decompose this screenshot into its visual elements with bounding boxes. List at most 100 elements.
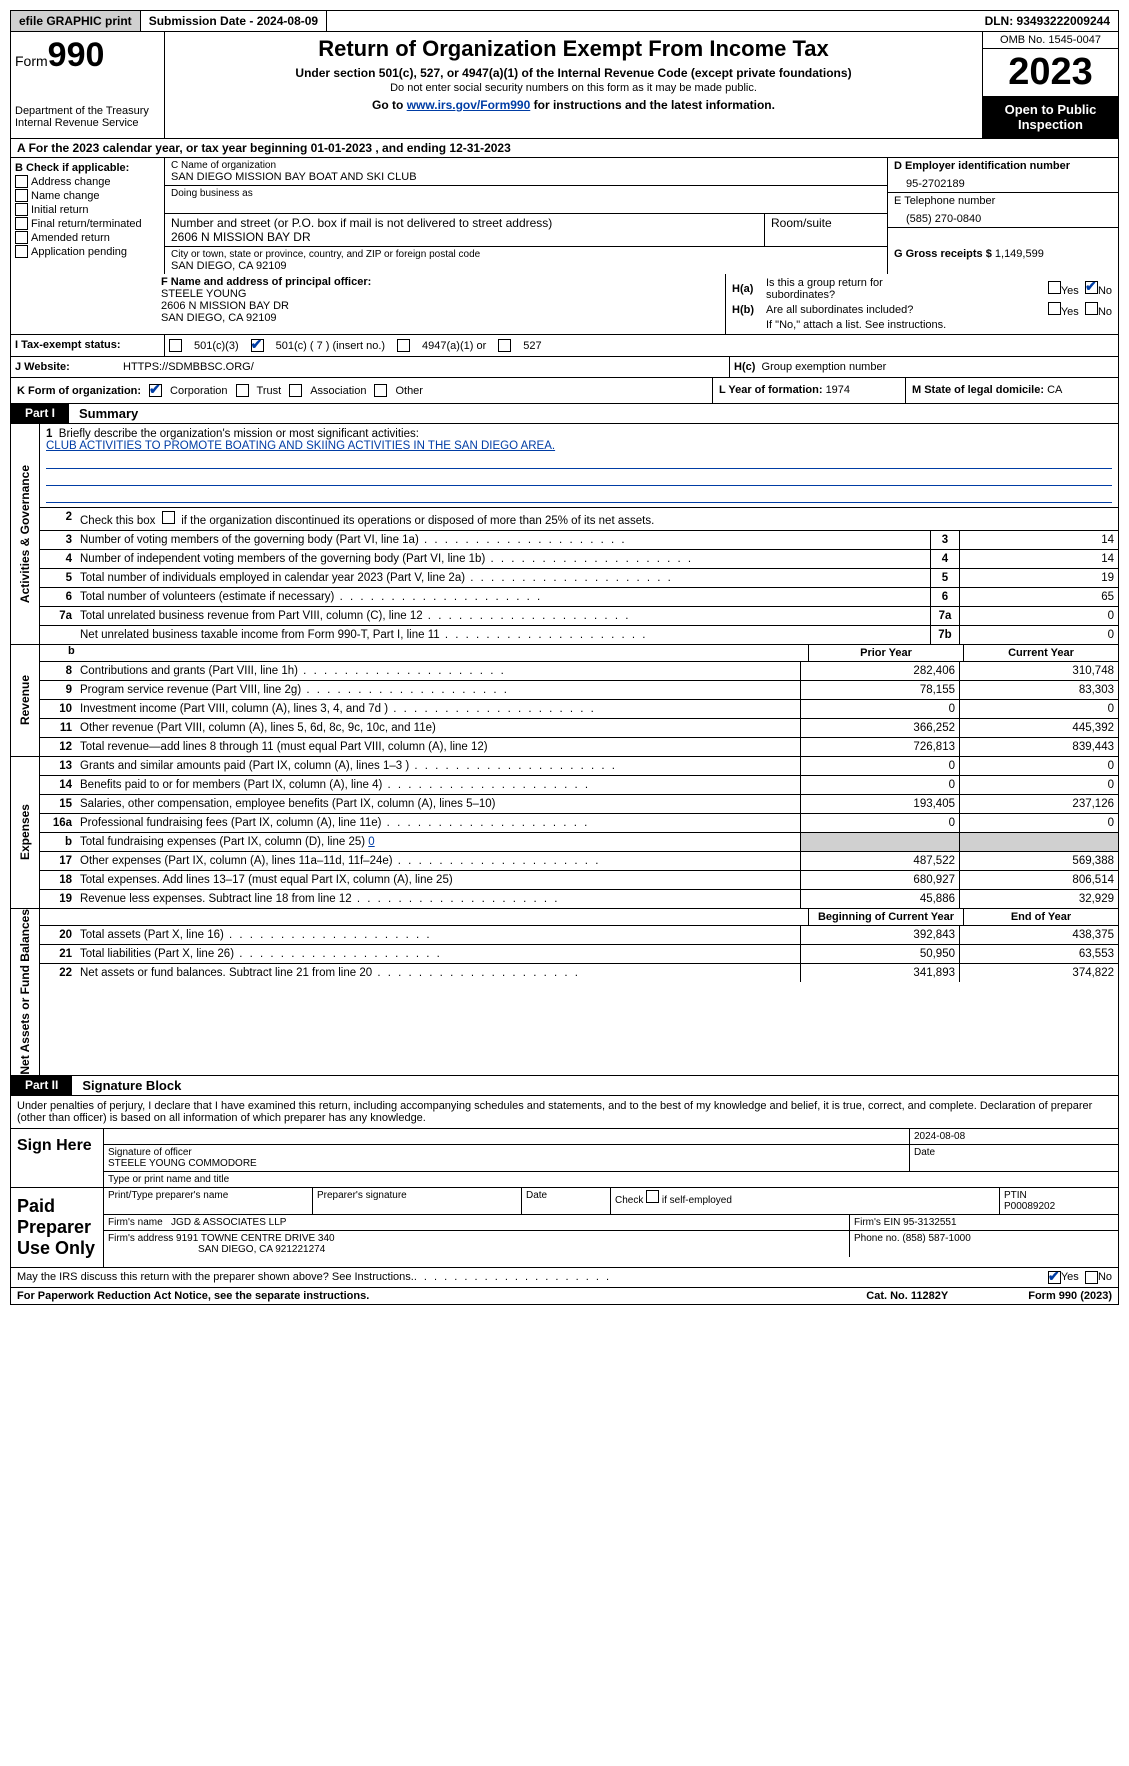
ha-yes: Yes xyxy=(1061,285,1079,297)
val-14p: 0 xyxy=(800,776,959,794)
firm-addr2: SAN DIEGO, CA 921221274 xyxy=(108,1244,325,1255)
line-9: Program service revenue (Part VIII, line… xyxy=(76,681,800,699)
checkbox-amended[interactable] xyxy=(15,231,28,244)
checkbox-trust[interactable] xyxy=(236,384,249,397)
ha-label: H(a) xyxy=(732,283,766,295)
row-f-h: F Name and address of principal officer:… xyxy=(10,274,1119,335)
checkbox-initial-return[interactable] xyxy=(15,203,28,216)
tel-value: (585) 270-0840 xyxy=(894,207,1112,225)
column-d: D Employer identification number 95-2702… xyxy=(887,158,1118,274)
firm-ein: 95-3132551 xyxy=(903,1217,956,1228)
val-16ap: 0 xyxy=(800,814,959,832)
ptin-value: P00089202 xyxy=(1004,1201,1114,1212)
checkbox-discuss-yes[interactable] xyxy=(1048,1271,1061,1284)
val-21c: 63,553 xyxy=(959,945,1118,963)
dept-treasury: Department of the Treasury xyxy=(15,105,160,117)
val-5: 19 xyxy=(959,569,1118,587)
line-21: Total liabilities (Part X, line 26) xyxy=(76,945,800,963)
ha-question: Is this a group return for subordinates? xyxy=(766,277,946,301)
val-18p: 680,927 xyxy=(800,871,959,889)
efile-print-button[interactable]: efile GRAPHIC print xyxy=(11,11,141,31)
row-i-tax-status: I Tax-exempt status: 501(c)(3) 501(c) ( … xyxy=(10,335,1119,357)
checkbox-other[interactable] xyxy=(374,384,387,397)
firm-name-label: Firm's name xyxy=(108,1217,165,1228)
val-11c: 445,392 xyxy=(959,719,1118,737)
checkbox-527[interactable] xyxy=(498,339,511,352)
checkbox-hb-no[interactable] xyxy=(1085,302,1098,315)
open-inspection: Open to Public Inspection xyxy=(983,96,1118,138)
checkbox-name-change[interactable] xyxy=(15,189,28,202)
submission-date: Submission Date - 2024-08-09 xyxy=(141,11,327,31)
page-footer: For Paperwork Reduction Act Notice, see … xyxy=(10,1288,1119,1305)
val-12p: 726,813 xyxy=(800,738,959,756)
label-address-change: Address change xyxy=(31,176,111,188)
label-501c3: 501(c)(3) xyxy=(194,340,239,352)
checkbox-ha-no[interactable] xyxy=(1085,281,1098,294)
tax-year: 2023 xyxy=(983,49,1118,96)
checkbox-4947[interactable] xyxy=(397,339,410,352)
val-14c: 0 xyxy=(959,776,1118,794)
header-left: Form990 Department of the Treasury Inter… xyxy=(11,32,165,138)
label-4947: 4947(a)(1) or xyxy=(422,340,486,352)
vtab-revenue: Revenue xyxy=(11,645,40,756)
line-14: Benefits paid to or for members (Part IX… xyxy=(76,776,800,794)
irs-link[interactable]: www.irs.gov/Form990 xyxy=(407,98,531,112)
checkbox-ha-yes[interactable] xyxy=(1048,281,1061,294)
col-begin: Beginning of Current Year xyxy=(808,909,963,926)
label-corp: Corporation xyxy=(170,385,227,397)
checkbox-corp[interactable] xyxy=(149,384,162,397)
line-1-mission: 1 Briefly describe the organization's mi… xyxy=(40,424,1118,508)
checkbox-501c3[interactable] xyxy=(169,339,182,352)
part-2-header: Part II Signature Block xyxy=(10,1076,1119,1096)
goto-post: for instructions and the latest informat… xyxy=(530,98,775,112)
line-15: Salaries, other compensation, employee b… xyxy=(76,795,800,813)
firm-name: JGD & ASSOCIATES LLP xyxy=(171,1217,286,1228)
line-22: Net assets or fund balances. Subtract li… xyxy=(76,964,800,982)
line-13: Grants and similar amounts paid (Part IX… xyxy=(76,757,800,775)
val-3: 14 xyxy=(959,531,1118,549)
val-20c: 438,375 xyxy=(959,926,1118,944)
line-18: Total expenses. Add lines 13–17 (must eq… xyxy=(76,871,800,889)
row-k-l-m: K Form of organization: Corporation Trus… xyxy=(10,378,1119,404)
phone-label: Phone no. xyxy=(854,1233,902,1244)
hb-label: H(b) xyxy=(732,304,766,316)
header-middle: Return of Organization Exempt From Incom… xyxy=(165,32,982,138)
year-formation: 1974 xyxy=(826,384,850,396)
line-4: Number of independent voting members of … xyxy=(76,550,930,568)
label-app-pending: Application pending xyxy=(31,246,127,258)
column-b: B Check if applicable: Address change Na… xyxy=(11,158,165,274)
val-10p: 0 xyxy=(800,700,959,718)
checkbox-address-change[interactable] xyxy=(15,175,28,188)
part-1-tab: Part I xyxy=(11,404,69,423)
checkbox-line2[interactable] xyxy=(162,511,175,524)
checkbox-discuss-no[interactable] xyxy=(1085,1271,1098,1284)
column-c: C Name of organization SAN DIEGO MISSION… xyxy=(165,158,887,274)
col-curr: Current Year xyxy=(963,645,1118,662)
domicile-label: M State of legal domicile: xyxy=(912,384,1047,396)
part-2-title: Signature Block xyxy=(72,1076,191,1095)
checkbox-assoc[interactable] xyxy=(289,384,302,397)
checkbox-self-employed[interactable] xyxy=(646,1190,659,1203)
cat-no: Cat. No. 11282Y xyxy=(866,1290,948,1302)
gross-label: G Gross receipts $ xyxy=(894,248,995,260)
val-15c: 237,126 xyxy=(959,795,1118,813)
discuss-no: No xyxy=(1098,1271,1112,1283)
section-revenue: Revenue bPrior YearCurrent Year 8Contrib… xyxy=(10,645,1119,757)
form-word: Form xyxy=(15,53,48,69)
checkbox-app-pending[interactable] xyxy=(15,245,28,258)
checkbox-501c[interactable] xyxy=(251,339,264,352)
row-a-tax-year: A For the 2023 calendar year, or tax yea… xyxy=(10,139,1119,158)
checkbox-hb-yes[interactable] xyxy=(1048,302,1061,315)
form-header: Form990 Department of the Treasury Inter… xyxy=(10,32,1119,139)
tax-status-label: I Tax-exempt status: xyxy=(11,335,165,356)
val-9c: 83,303 xyxy=(959,681,1118,699)
val-21p: 50,950 xyxy=(800,945,959,963)
checkbox-final-return[interactable] xyxy=(15,217,28,230)
part-2-tab: Part II xyxy=(11,1076,72,1095)
dln: DLN: 93493222009244 xyxy=(977,11,1118,31)
val-13p: 0 xyxy=(800,757,959,775)
form-subtitle: Under section 501(c), 527, or 4947(a)(1)… xyxy=(171,66,976,80)
form-title: Return of Organization Exempt From Incom… xyxy=(171,36,976,62)
line-11: Other revenue (Part VIII, column (A), li… xyxy=(76,719,800,737)
officer-name-title: STEELE YOUNG COMMODORE xyxy=(108,1158,905,1169)
